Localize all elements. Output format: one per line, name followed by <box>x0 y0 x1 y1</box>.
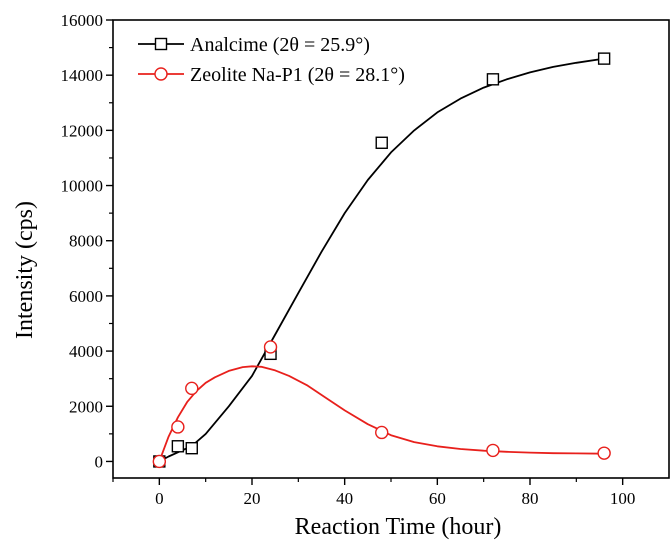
y-tick-label: 16000 <box>61 11 104 30</box>
data-point <box>375 136 388 149</box>
series-2-fit-line <box>158 365 605 462</box>
x-tick-label: 40 <box>336 489 353 508</box>
legend-item: Zeolite Na-P1 (2θ = 28.1°) <box>138 64 405 86</box>
y-tick-label: 6000 <box>69 287 103 306</box>
x-tick-label: 60 <box>429 489 446 508</box>
legend: Analcime (2θ = 25.9°) Zeolite Na-P1 (2θ =… <box>138 34 405 86</box>
data-point <box>263 340 278 354</box>
x-tick-label: 20 <box>244 489 261 508</box>
y-tick-label: 12000 <box>61 121 104 140</box>
y-tick-label: 8000 <box>69 232 103 251</box>
legend-item: Analcime (2θ = 25.9°) <box>138 34 370 56</box>
y-axis: 0 2000 4000 6000 8000 10000 12000 14000 16000 <box>61 11 113 471</box>
x-tick-label: 80 <box>522 489 539 508</box>
y-tick-label: 14000 <box>61 66 104 85</box>
data-point <box>375 425 389 440</box>
x-tick-label: 100 <box>610 489 636 508</box>
series-1 <box>153 52 611 468</box>
x-tick-label: 0 <box>155 489 164 508</box>
y-tick-label: 2000 <box>69 397 103 416</box>
legend-marker <box>154 67 168 81</box>
series-2 <box>152 340 611 469</box>
data-point <box>185 381 199 396</box>
legend-marker <box>154 37 168 51</box>
x-axis-label: Reaction Time (hour) <box>295 514 502 540</box>
y-tick-label: 10000 <box>61 177 104 196</box>
data-point <box>171 440 185 453</box>
y-tick-label: 4000 <box>69 342 103 361</box>
data-point <box>152 454 167 469</box>
data-point <box>486 73 500 86</box>
plot-frame <box>112 19 670 479</box>
x-axis: 0 20 40 60 80 100 <box>112 478 636 508</box>
y-axis-label: Intensity (cps) <box>12 201 38 339</box>
data-point <box>171 420 185 434</box>
data-point <box>486 443 500 458</box>
series-layer <box>152 52 611 469</box>
legend-label: Analcime (2θ = 25.9°) <box>190 34 370 56</box>
data-point <box>597 446 611 460</box>
data-point <box>185 442 198 455</box>
data-point <box>597 52 611 65</box>
legend-label: Zeolite Na-P1 (2θ = 28.1°) <box>190 64 405 86</box>
plot-border <box>112 19 670 479</box>
series-1-fit-line <box>158 57 605 463</box>
y-tick-label: 0 <box>95 452 104 471</box>
